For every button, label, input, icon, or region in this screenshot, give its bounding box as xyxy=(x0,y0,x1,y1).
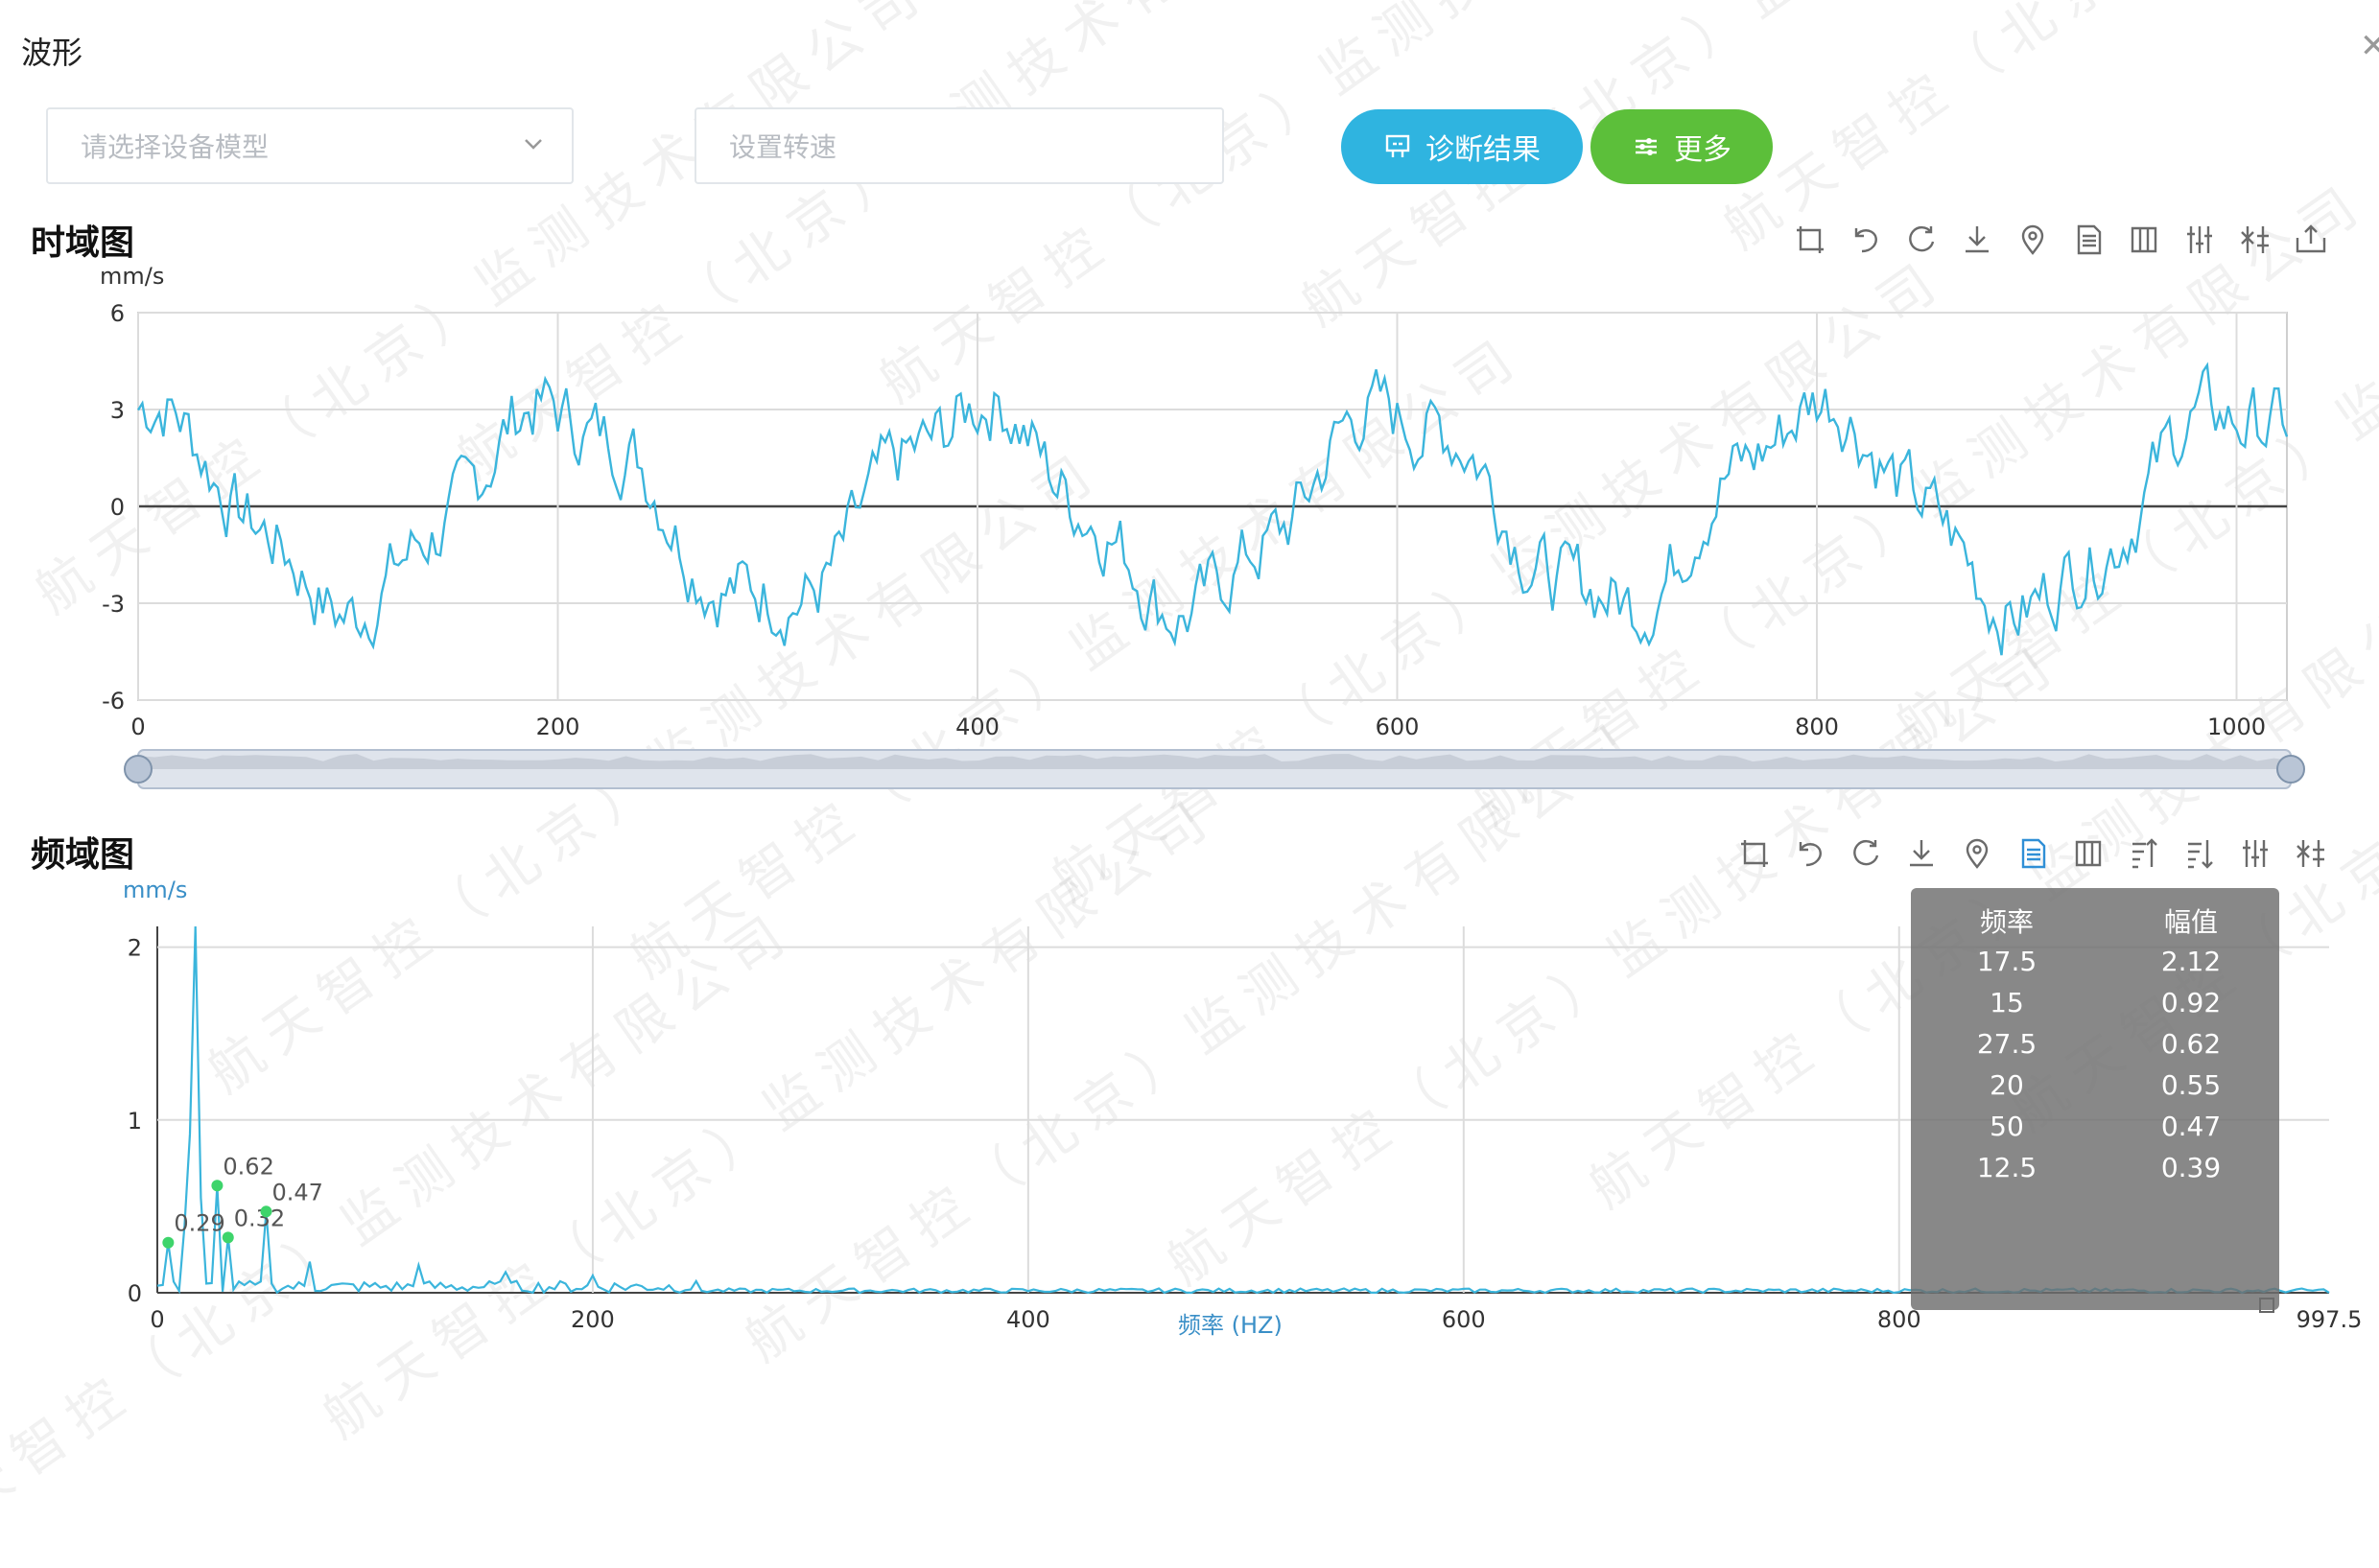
y-tick-label: 3 xyxy=(110,397,125,424)
table-row: 50 0.47 xyxy=(1911,1106,2279,1147)
peak-tooltip-table: 频率 幅值 17.5 2.12 15 0.92 27.5 0.62 20 0.55 50… xyxy=(1911,888,2279,1310)
x-tick-label: 997.5 xyxy=(2297,1306,2363,1333)
time-chart-grid: -6 -3 0 3 6 0 200 400 600 800 1000 xyxy=(102,300,2288,740)
y-tick-label: 1 xyxy=(128,1108,142,1135)
y-tick-label: -6 xyxy=(102,688,125,714)
undo-icon[interactable] xyxy=(1838,217,1894,263)
data-view-icon[interactable] xyxy=(2061,217,2116,263)
peak-amplitude: 0.55 xyxy=(2160,1069,2222,1101)
peak-table-header: 频率 幅值 xyxy=(1911,900,2279,941)
x-tick-label: 0 xyxy=(130,714,145,740)
peak-marker xyxy=(211,1180,224,1192)
frequency-domain-title: 频域图 xyxy=(31,835,135,875)
sort-asc-icon[interactable] xyxy=(2116,831,2172,877)
peak-marker xyxy=(260,1205,272,1218)
time-y-unit: mm/s xyxy=(100,263,164,290)
table-row: 20 0.55 xyxy=(1911,1065,2279,1106)
freq-x-label: 频率 (HZ) xyxy=(1178,1312,1283,1339)
table-row: 17.5 2.12 xyxy=(1911,941,2279,982)
peak-frequency: 12.5 xyxy=(1976,1152,2037,1183)
x-tick-label: 200 xyxy=(536,714,580,740)
close-icon[interactable]: ✕ xyxy=(2360,27,2379,65)
zoom-slider-preview xyxy=(138,754,2291,769)
x-tick-label: 600 xyxy=(1442,1306,1486,1333)
window-title: 波形 xyxy=(21,35,83,71)
download-icon[interactable] xyxy=(1894,831,1949,877)
zoom-handle-right[interactable] xyxy=(2276,755,2305,784)
peak-marker xyxy=(162,1236,175,1249)
peak-label: 0.62 xyxy=(223,1153,273,1180)
zoom-handle-left[interactable] xyxy=(124,755,153,784)
peak-amplitude: 2.12 xyxy=(2160,946,2222,977)
peak-amplitude: 0.39 xyxy=(2160,1152,2222,1183)
peak-amplitude: 0.47 xyxy=(2160,1111,2222,1142)
peak-label: 0.29 xyxy=(174,1210,224,1237)
marker-icon[interactable] xyxy=(1949,831,2005,877)
y-tick-label: 0 xyxy=(128,1280,142,1307)
y-tick-label: 0 xyxy=(110,494,125,521)
export-icon[interactable] xyxy=(2283,217,2339,263)
diagnosis-result-label: 诊断结果 xyxy=(1425,133,1541,167)
table-row: 27.5 0.62 xyxy=(1911,1023,2279,1065)
y-tick-label: 6 xyxy=(110,300,125,327)
more-button[interactable]: 更多 xyxy=(1590,109,1773,184)
peak-frequency: 20 xyxy=(1990,1069,2024,1101)
x-tick-label: 800 xyxy=(1877,1306,1921,1333)
time-chart-toolbar xyxy=(1782,217,2339,263)
columns-icon[interactable] xyxy=(2116,217,2172,263)
columns-icon[interactable] xyxy=(2061,831,2116,877)
freq-y-unit: mm/s xyxy=(123,877,187,903)
sliders-icon[interactable] xyxy=(2227,831,2283,877)
undo-icon[interactable] xyxy=(1782,831,1838,877)
device-model-placeholder: 请选择设备模型 xyxy=(81,131,270,163)
refresh-icon[interactable] xyxy=(1838,831,1894,877)
table-row: 15 0.92 xyxy=(1911,982,2279,1023)
data-view-icon[interactable] xyxy=(2005,831,2061,877)
peak-label: 0.47 xyxy=(271,1179,322,1205)
device-model-select[interactable]: 请选择设备模型 xyxy=(46,107,574,184)
y-tick-label: -3 xyxy=(102,591,125,618)
x-tick-label: 0 xyxy=(150,1306,164,1333)
freq-peak-markers: 0.29 0.62 0.320.47 xyxy=(162,1153,323,1249)
compare-icon[interactable] xyxy=(2227,217,2283,263)
time-domain-title: 时域图 xyxy=(31,223,135,263)
peak-amplitude: 0.62 xyxy=(2160,1028,2222,1060)
peak-amplitude: 0.92 xyxy=(2160,987,2222,1018)
x-tick-label: 200 xyxy=(571,1306,615,1333)
refresh-icon[interactable] xyxy=(1894,217,1949,263)
peak-frequency: 27.5 xyxy=(1976,1028,2037,1060)
header-frequency: 频率 xyxy=(1979,905,2034,938)
peak-frequency: 50 xyxy=(1990,1111,2024,1142)
speed-placeholder: 设置转速 xyxy=(729,131,837,163)
x-tick-label: 600 xyxy=(1376,714,1420,740)
x-tick-label: 1000 xyxy=(2207,714,2266,740)
chevron-down-icon xyxy=(525,139,542,150)
crop-icon[interactable] xyxy=(1727,831,1782,877)
sort-desc-icon[interactable] xyxy=(2172,831,2227,877)
x-tick-label: 400 xyxy=(955,714,1000,740)
freq-chart-toolbar xyxy=(1727,831,2339,877)
sliders-icon[interactable] xyxy=(2172,217,2227,263)
x-tick-label: 400 xyxy=(1006,1306,1050,1333)
diagnosis-icon xyxy=(1385,134,1410,157)
time-waveform-line xyxy=(136,362,2289,656)
peak-frequency: 15 xyxy=(1990,987,2024,1018)
speed-input[interactable]: 设置转速 xyxy=(695,107,1224,184)
y-tick-label: 2 xyxy=(128,935,142,962)
compare-icon[interactable] xyxy=(2283,831,2339,877)
marker-icon[interactable] xyxy=(2005,217,2061,263)
more-label: 更多 xyxy=(1674,133,1731,167)
filter-icon xyxy=(1636,138,1657,155)
peak-marker xyxy=(222,1231,234,1244)
peak-frequency: 17.5 xyxy=(1976,946,2037,977)
crop-icon[interactable] xyxy=(1782,217,1838,263)
time-chart-series xyxy=(136,362,2289,656)
diagnosis-result-button[interactable]: 诊断结果 xyxy=(1341,109,1583,184)
header-amplitude: 幅值 xyxy=(2163,905,2218,938)
x-tick-label: 800 xyxy=(1795,714,1839,740)
download-icon[interactable] xyxy=(1949,217,2005,263)
table-row: 12.5 0.39 xyxy=(1911,1147,2279,1188)
peak-label: 0.32 xyxy=(234,1205,285,1231)
